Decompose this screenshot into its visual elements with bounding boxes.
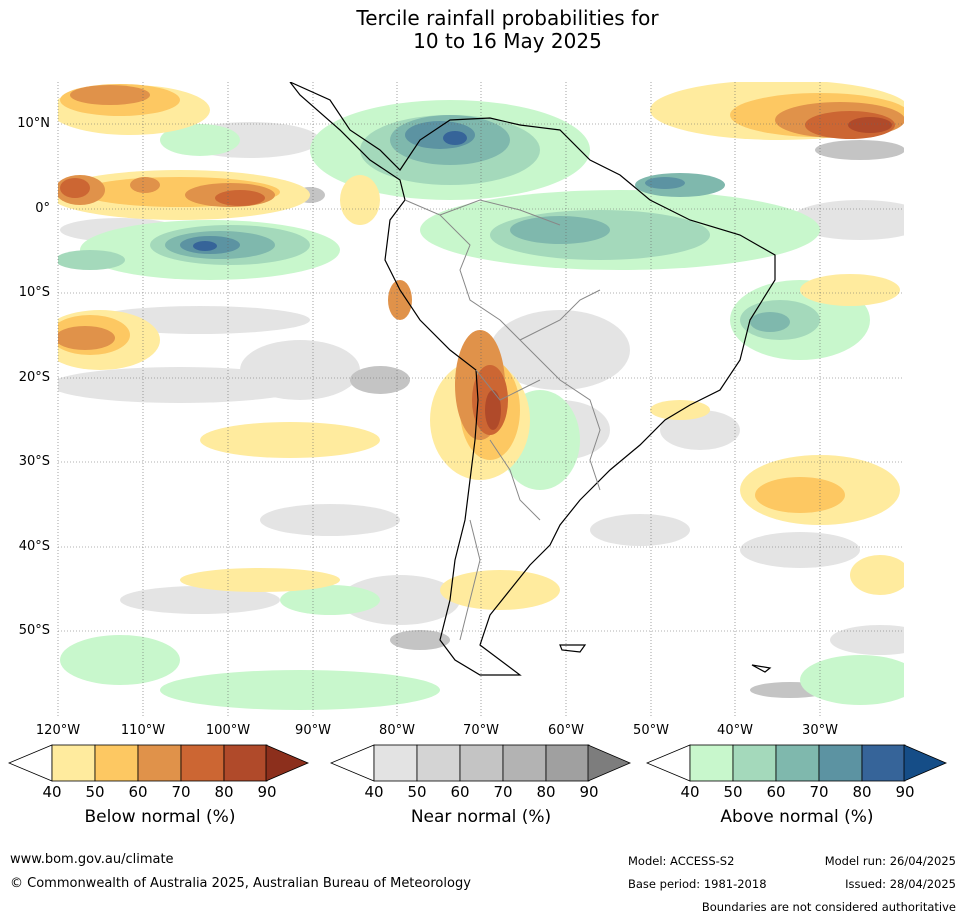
colorbar-tick-label: 80 (214, 783, 234, 801)
colorbar-tick-label: 50 (723, 783, 743, 801)
near-normal-title: Near normal (%) (410, 807, 552, 827)
lat-label-20s: 20°S (18, 370, 50, 385)
country-borders (404, 199, 601, 641)
colorbar-tick-label: 80 (536, 783, 556, 801)
colorbar-tick-label: 90 (579, 783, 599, 801)
colorbar-tick-label: 70 (171, 783, 191, 801)
map-title-line1: Tercile rainfall probabilities for (356, 6, 659, 30)
colorbar-swatch (818, 744, 863, 782)
near-normal-colorbar (330, 744, 632, 782)
colorbar-swatch (689, 744, 734, 782)
lat-label-50s: 50°S (18, 623, 50, 638)
lon-label-110w: 110°W (120, 723, 166, 738)
colorbar-tick-label: 70 (493, 783, 513, 801)
colorbar-tick-label: 40 (364, 783, 384, 801)
copyright-text: © Commonwealth of Australia 2025, Austra… (10, 876, 471, 891)
colorbar-swatch (137, 744, 182, 782)
lon-label-80w: 80°W (379, 723, 415, 738)
colorbar-tick-label: 90 (895, 783, 915, 801)
above-normal-colorbar (646, 744, 948, 782)
below-normal-colorbar (8, 744, 310, 782)
colorbar-swatch (51, 744, 96, 782)
issued-text: Issued: 28/04/2025 (845, 877, 956, 891)
lon-label-50w: 50°W (633, 723, 669, 738)
lon-label-30w: 30°W (802, 723, 838, 738)
lon-label-100w: 100°W (205, 723, 251, 738)
colorbar-swatch (732, 744, 777, 782)
colorbar-tick-label: 40 (680, 783, 700, 801)
coastline (289, 82, 776, 676)
colorbar-swatch (459, 744, 504, 782)
colorbar-swatch (180, 744, 225, 782)
lon-label-70w: 70°W (463, 723, 499, 738)
lon-label-60w: 60°W (548, 723, 584, 738)
below-normal-title: Below normal (%) (84, 807, 236, 827)
colorbar-tick-label: 80 (852, 783, 872, 801)
model-text: Model: ACCESS-S2 (628, 854, 735, 868)
colorbar-swatch (223, 744, 268, 782)
colorbar-swatch (545, 744, 590, 782)
map-title-line2: 10 to 16 May 2025 (413, 29, 602, 53)
lat-label-10n: 10°N (17, 116, 50, 131)
above-normal-title: Above normal (%) (720, 807, 874, 827)
colorbar-swatch (373, 744, 418, 782)
lat-label-0: 0° (35, 201, 50, 216)
graticule (57, 82, 904, 716)
model-run-text: Model run: 26/04/2025 (824, 854, 956, 868)
colorbar-tick-label: 70 (809, 783, 829, 801)
disclaimer-text: Boundaries are not considered authoritat… (701, 900, 956, 914)
lat-label-30s: 30°S (18, 454, 50, 469)
lat-label-10s: 10°S (18, 285, 50, 300)
probability-fields (58, 82, 904, 710)
lat-label-40s: 40°S (18, 539, 50, 554)
colorbar-tick-label: 40 (42, 783, 62, 801)
base-period-text: Base period: 1981-2018 (628, 877, 767, 891)
colorbar-swatch (502, 744, 547, 782)
colorbar-tick-label: 50 (85, 783, 105, 801)
colorbar-tick-label: 60 (450, 783, 470, 801)
colorbar-tick-label: 50 (407, 783, 427, 801)
colorbar-swatch (94, 744, 139, 782)
lon-label-90w: 90°W (295, 723, 331, 738)
lon-label-120w: 120°W (35, 723, 81, 738)
colorbar-tick-label: 60 (766, 783, 786, 801)
colorbar-tick-label: 60 (128, 783, 148, 801)
colorbar-tick-label: 90 (257, 783, 277, 801)
colorbar-swatch (775, 744, 820, 782)
website-link[interactable]: www.bom.gov.au/climate (10, 852, 174, 867)
lon-label-40w: 40°W (717, 723, 753, 738)
colorbar-swatch (861, 744, 906, 782)
colorbar-swatch (416, 744, 461, 782)
